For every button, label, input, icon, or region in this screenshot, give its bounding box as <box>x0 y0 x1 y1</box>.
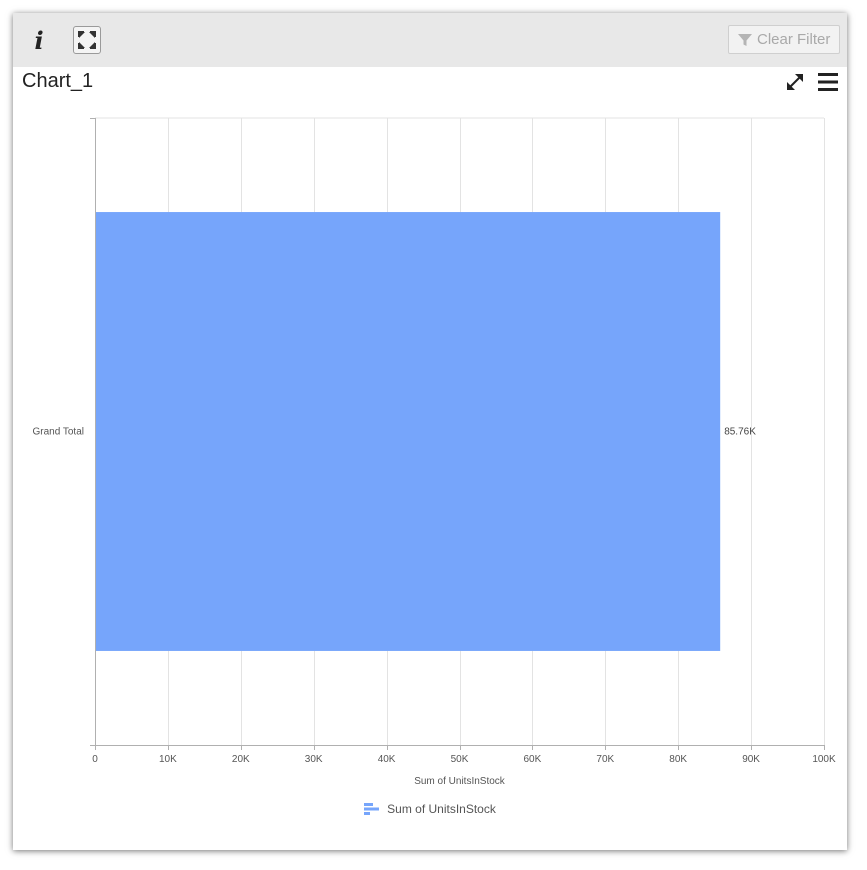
expand-icon <box>78 31 96 49</box>
x-tick-label: 90K <box>742 754 760 765</box>
x-tick-label: 40K <box>378 754 396 765</box>
legend-bar-icon <box>364 803 380 815</box>
chart-legend[interactable]: Sum of UnitsInStock <box>13 802 847 816</box>
x-tick-label: 100K <box>812 754 836 765</box>
axes <box>90 118 825 750</box>
x-tick-label: 10K <box>159 754 177 765</box>
fullscreen-icon[interactable] <box>785 72 805 92</box>
chart-title: Chart_1 <box>22 70 94 92</box>
x-tick-label: 50K <box>451 754 469 765</box>
bar-chart: 0 10K 20K 30K 40K 50K 60K 70K 80K 90K 100K 85.76K Gr… <box>32 117 836 788</box>
labels: 0 10K 20K 30K 40K 50K 60K 70K 80K 90K 100K 85.76K Gr… <box>32 427 836 788</box>
filter-icon <box>738 33 752 46</box>
x-axis-title: Sum of UnitsInStock <box>414 776 506 787</box>
chart-widget: i Clear Filter Chart_1 <box>13 13 847 850</box>
bar <box>96 212 721 651</box>
bars <box>96 212 721 651</box>
menu-icon[interactable] <box>818 71 838 93</box>
widget-toolbar: i Clear Filter <box>13 13 847 67</box>
clear-filter-button[interactable]: Clear Filter <box>728 25 840 54</box>
x-tick-label: 30K <box>305 754 323 765</box>
x-tick-label: 0 <box>92 754 98 765</box>
clear-filter-label: Clear Filter <box>757 31 831 48</box>
y-category-label: Grand Total <box>32 427 84 438</box>
info-glyph: i <box>34 25 44 55</box>
x-tick-label: 80K <box>669 754 687 765</box>
x-tick-label: 60K <box>524 754 542 765</box>
info-icon[interactable]: i <box>25 25 53 55</box>
legend-label: Sum of UnitsInStock <box>387 802 496 816</box>
x-tick-label: 20K <box>232 754 250 765</box>
expand-button[interactable] <box>73 26 101 54</box>
x-tick-label: 70K <box>596 754 614 765</box>
bar-data-label: 85.76K <box>724 427 756 438</box>
